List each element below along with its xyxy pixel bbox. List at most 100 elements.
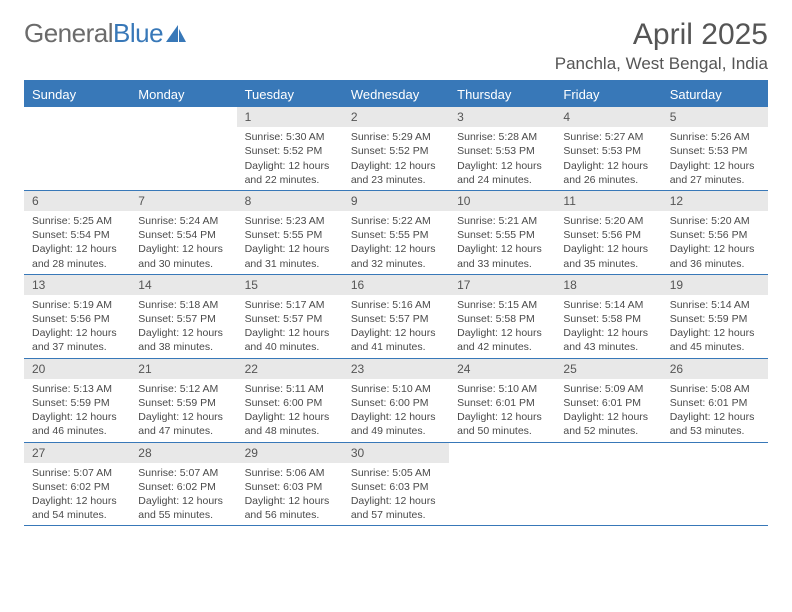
sunset-text: Sunset: 5:58 PM (457, 312, 547, 326)
daylight-text-2: and 50 minutes. (457, 424, 547, 438)
sunrise-text: Sunrise: 5:10 AM (351, 382, 441, 396)
daylight-text: Daylight: 12 hours (351, 159, 441, 173)
sunrise-text: Sunrise: 5:22 AM (351, 214, 441, 228)
day-cell: 5Sunrise: 5:26 AMSunset: 5:53 PMDaylight… (662, 107, 768, 190)
day-cell: 29Sunrise: 5:06 AMSunset: 6:03 PMDayligh… (237, 443, 343, 526)
day-number: 19 (662, 275, 768, 295)
sunset-text: Sunset: 5:55 PM (351, 228, 441, 242)
daylight-text: Daylight: 12 hours (457, 242, 547, 256)
day-content: Sunrise: 5:28 AMSunset: 5:53 PMDaylight:… (449, 127, 555, 190)
title-block: April 2025 Panchla, West Bengal, India (555, 18, 768, 74)
day-number: 7 (130, 191, 236, 211)
daylight-text: Daylight: 12 hours (351, 326, 441, 340)
day-cell: 3Sunrise: 5:28 AMSunset: 5:53 PMDaylight… (449, 107, 555, 190)
sunset-text: Sunset: 5:59 PM (32, 396, 122, 410)
daylight-text: Daylight: 12 hours (457, 326, 547, 340)
day-number: 30 (343, 443, 449, 463)
day-cell: 6Sunrise: 5:25 AMSunset: 5:54 PMDaylight… (24, 191, 130, 274)
sunset-text: Sunset: 5:55 PM (457, 228, 547, 242)
daylight-text-2: and 22 minutes. (245, 173, 335, 187)
day-content: Sunrise: 5:09 AMSunset: 6:01 PMDaylight:… (555, 379, 661, 442)
daylight-text-2: and 36 minutes. (670, 257, 760, 271)
day-cell: 22Sunrise: 5:11 AMSunset: 6:00 PMDayligh… (237, 359, 343, 442)
day-number: 21 (130, 359, 236, 379)
day-cell: 10Sunrise: 5:21 AMSunset: 5:55 PMDayligh… (449, 191, 555, 274)
calendar: SundayMondayTuesdayWednesdayThursdayFrid… (24, 80, 768, 526)
day-cell: 19Sunrise: 5:14 AMSunset: 5:59 PMDayligh… (662, 275, 768, 358)
daylight-text-2: and 54 minutes. (32, 508, 122, 522)
sunrise-text: Sunrise: 5:30 AM (245, 130, 335, 144)
week-row: 1Sunrise: 5:30 AMSunset: 5:52 PMDaylight… (24, 107, 768, 191)
daylight-text: Daylight: 12 hours (563, 410, 653, 424)
empty-cell (662, 443, 768, 526)
day-number: 1 (237, 107, 343, 127)
sunrise-text: Sunrise: 5:23 AM (245, 214, 335, 228)
week-row: 20Sunrise: 5:13 AMSunset: 5:59 PMDayligh… (24, 359, 768, 443)
sunset-text: Sunset: 5:53 PM (670, 144, 760, 158)
day-content: Sunrise: 5:16 AMSunset: 5:57 PMDaylight:… (343, 295, 449, 358)
sunrise-text: Sunrise: 5:28 AM (457, 130, 547, 144)
logo-text-blue: Blue (113, 18, 163, 49)
day-content: Sunrise: 5:30 AMSunset: 5:52 PMDaylight:… (237, 127, 343, 190)
daylight-text-2: and 24 minutes. (457, 173, 547, 187)
daylight-text: Daylight: 12 hours (138, 242, 228, 256)
day-number: 13 (24, 275, 130, 295)
day-content: Sunrise: 5:12 AMSunset: 5:59 PMDaylight:… (130, 379, 236, 442)
sunset-text: Sunset: 6:01 PM (670, 396, 760, 410)
day-number: 29 (237, 443, 343, 463)
sunrise-text: Sunrise: 5:20 AM (670, 214, 760, 228)
daylight-text: Daylight: 12 hours (32, 326, 122, 340)
daylight-text: Daylight: 12 hours (670, 410, 760, 424)
daylight-text-2: and 55 minutes. (138, 508, 228, 522)
sunrise-text: Sunrise: 5:29 AM (351, 130, 441, 144)
day-cell: 21Sunrise: 5:12 AMSunset: 5:59 PMDayligh… (130, 359, 236, 442)
header: GeneralBlue April 2025 Panchla, West Ben… (24, 18, 768, 74)
day-content: Sunrise: 5:20 AMSunset: 5:56 PMDaylight:… (662, 211, 768, 274)
day-cell: 24Sunrise: 5:10 AMSunset: 6:01 PMDayligh… (449, 359, 555, 442)
sunrise-text: Sunrise: 5:16 AM (351, 298, 441, 312)
sunrise-text: Sunrise: 5:05 AM (351, 466, 441, 480)
sunset-text: Sunset: 6:01 PM (457, 396, 547, 410)
sunset-text: Sunset: 5:52 PM (245, 144, 335, 158)
day-content: Sunrise: 5:10 AMSunset: 6:00 PMDaylight:… (343, 379, 449, 442)
day-number: 2 (343, 107, 449, 127)
daylight-text-2: and 30 minutes. (138, 257, 228, 271)
daylight-text-2: and 42 minutes. (457, 340, 547, 354)
sunset-text: Sunset: 6:01 PM (563, 396, 653, 410)
day-content: Sunrise: 5:29 AMSunset: 5:52 PMDaylight:… (343, 127, 449, 190)
daylight-text: Daylight: 12 hours (351, 242, 441, 256)
daylight-text: Daylight: 12 hours (563, 242, 653, 256)
day-cell: 9 Sunrise: 5:22 AMSunset: 5:55 PMDaylight… (343, 191, 449, 274)
week-row: 13Sunrise: 5:19 AMSunset: 5:56 PMDayligh… (24, 275, 768, 359)
day-number: 11 (555, 191, 661, 211)
daylight-text-2: and 41 minutes. (351, 340, 441, 354)
daylight-text-2: and 45 minutes. (670, 340, 760, 354)
daylight-text-2: and 31 minutes. (245, 257, 335, 271)
day-cell: 11Sunrise: 5:20 AMSunset: 5:56 PMDayligh… (555, 191, 661, 274)
day-header: Monday (130, 82, 236, 107)
empty-cell (555, 443, 661, 526)
sunset-text: Sunset: 5:57 PM (245, 312, 335, 326)
daylight-text: Daylight: 12 hours (245, 494, 335, 508)
sunset-text: Sunset: 5:56 PM (563, 228, 653, 242)
sunset-text: Sunset: 6:00 PM (245, 396, 335, 410)
day-cell: 18Sunrise: 5:14 AMSunset: 5:58 PMDayligh… (555, 275, 661, 358)
daylight-text-2: and 26 minutes. (563, 173, 653, 187)
sunrise-text: Sunrise: 5:15 AM (457, 298, 547, 312)
sunset-text: Sunset: 5:57 PM (351, 312, 441, 326)
sunrise-text: Sunrise: 5:14 AM (563, 298, 653, 312)
day-cell: 2Sunrise: 5:29 AMSunset: 5:52 PMDaylight… (343, 107, 449, 190)
day-content: Sunrise: 5:23 AMSunset: 5:55 PMDaylight:… (237, 211, 343, 274)
day-content: Sunrise: 5:07 AMSunset: 6:02 PMDaylight:… (130, 463, 236, 526)
day-content: Sunrise: 5:24 AMSunset: 5:54 PMDaylight:… (130, 211, 236, 274)
day-number: 9 (343, 191, 449, 211)
sunrise-text: Sunrise: 5:07 AM (138, 466, 228, 480)
day-number: 3 (449, 107, 555, 127)
daylight-text-2: and 28 minutes. (32, 257, 122, 271)
day-cell: 14Sunrise: 5:18 AMSunset: 5:57 PMDayligh… (130, 275, 236, 358)
daylight-text: Daylight: 12 hours (670, 159, 760, 173)
location: Panchla, West Bengal, India (555, 54, 768, 74)
sunset-text: Sunset: 5:59 PM (670, 312, 760, 326)
daylight-text: Daylight: 12 hours (563, 159, 653, 173)
sunset-text: Sunset: 5:53 PM (563, 144, 653, 158)
